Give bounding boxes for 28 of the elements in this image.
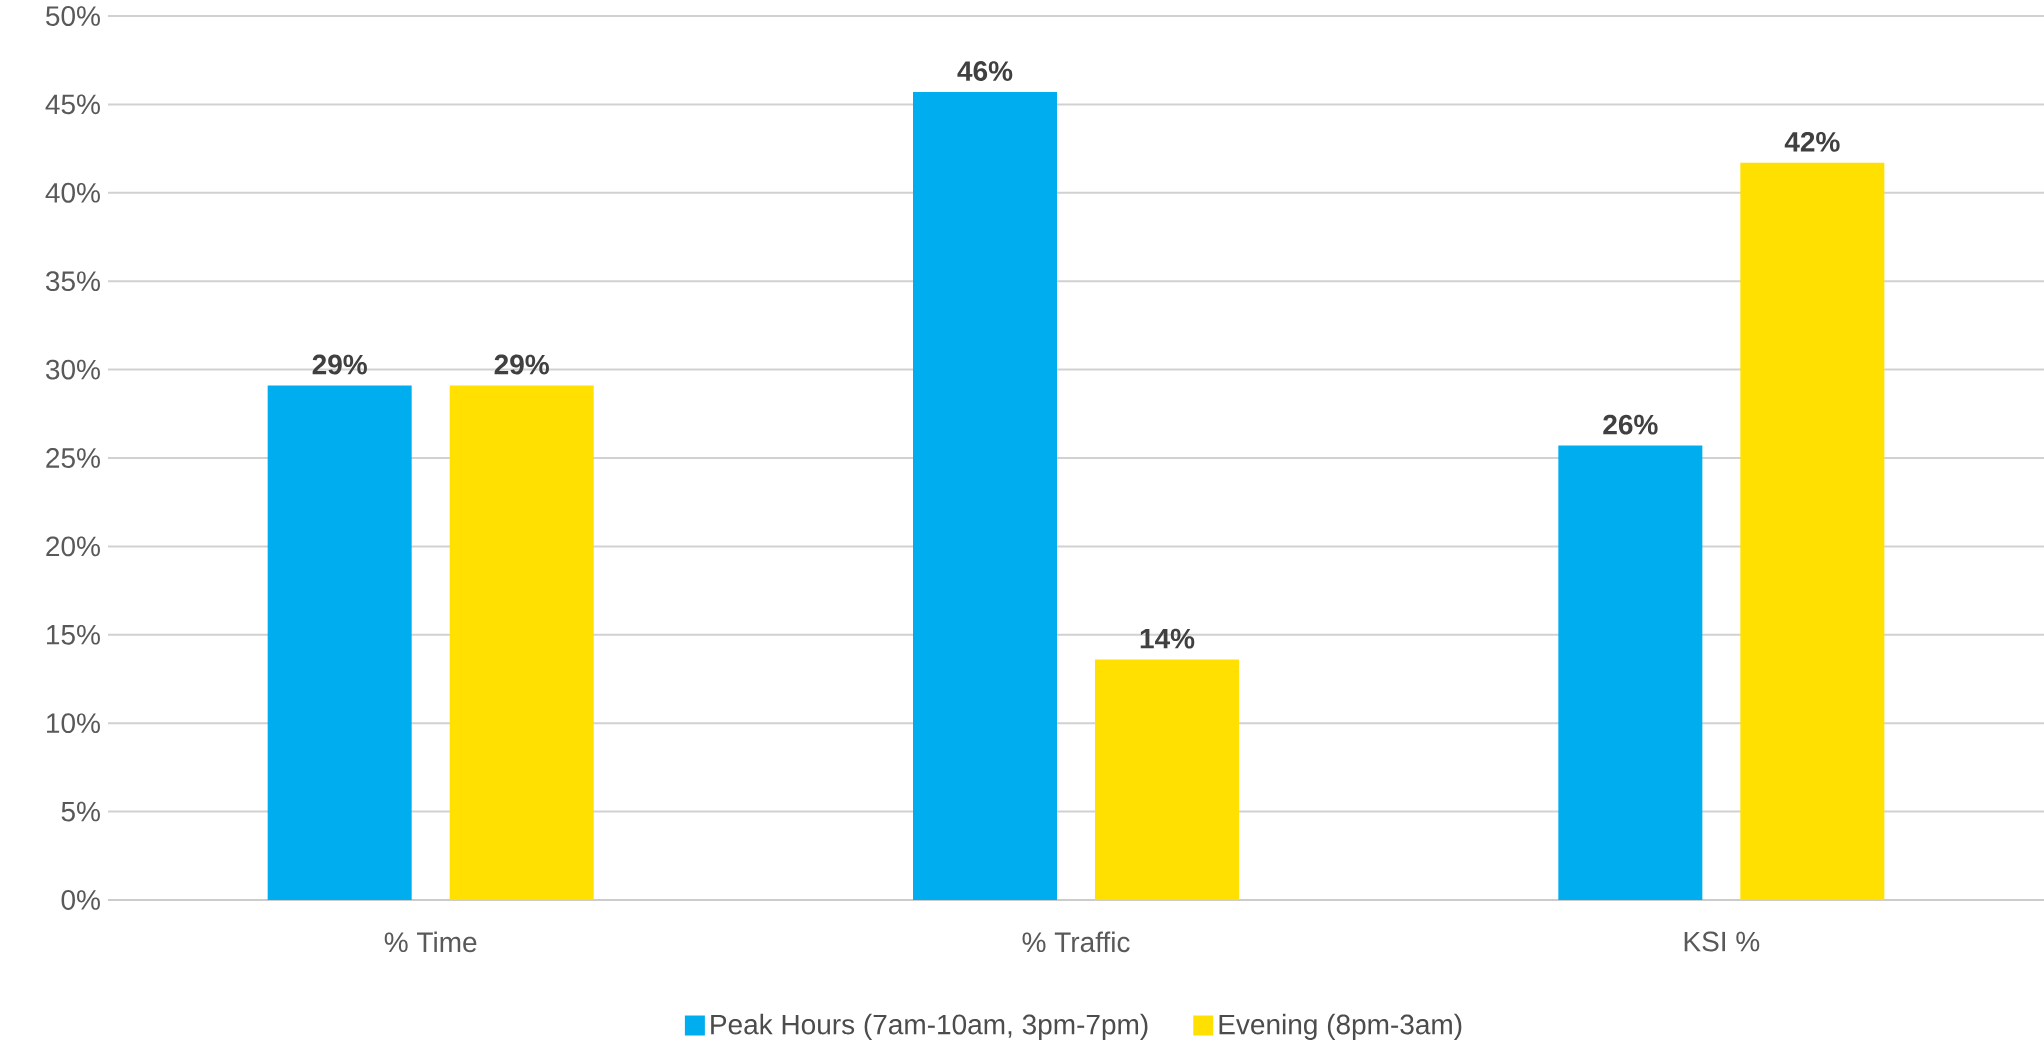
data-label: 42% — [1784, 131, 1840, 152]
y-tick-label: 50% — [46, 6, 100, 26]
x-tick-label: KSI % — [1684, 931, 1760, 952]
data-label: 26% — [1603, 414, 1658, 435]
y-tick-label: 15% — [47, 624, 100, 645]
data-label: 29% — [494, 354, 549, 375]
y-tick-label: 30% — [45, 359, 100, 380]
bar — [1558, 445, 1703, 900]
bar — [1740, 162, 1885, 900]
bar — [913, 92, 1058, 900]
y-tick-label: 35% — [45, 271, 100, 292]
y-tick-label: 0% — [61, 890, 100, 910]
y-tick-label: 25% — [46, 448, 100, 468]
bar — [1095, 659, 1240, 900]
y-tick-label: 20% — [46, 536, 100, 557]
x-tick-label: % Time — [384, 931, 477, 953]
y-tick-label: 40% — [45, 182, 100, 203]
legend-label: Evening (8pm-3am) — [1219, 1013, 1462, 1040]
y-tick-label: 5% — [61, 801, 100, 822]
bar — [449, 385, 594, 900]
data-label: 29% — [312, 354, 367, 375]
data-label: 46% — [957, 61, 1013, 81]
legend-label: Peak Hours (7am-10am, 3pm-7pm) — [711, 1013, 1148, 1040]
y-tick-label: 45% — [45, 94, 100, 115]
data-label: 14% — [1140, 628, 1195, 649]
x-tick-label: % Traffic — [1022, 931, 1130, 953]
bar — [267, 385, 412, 900]
y-tick-label: 10% — [47, 713, 100, 734]
